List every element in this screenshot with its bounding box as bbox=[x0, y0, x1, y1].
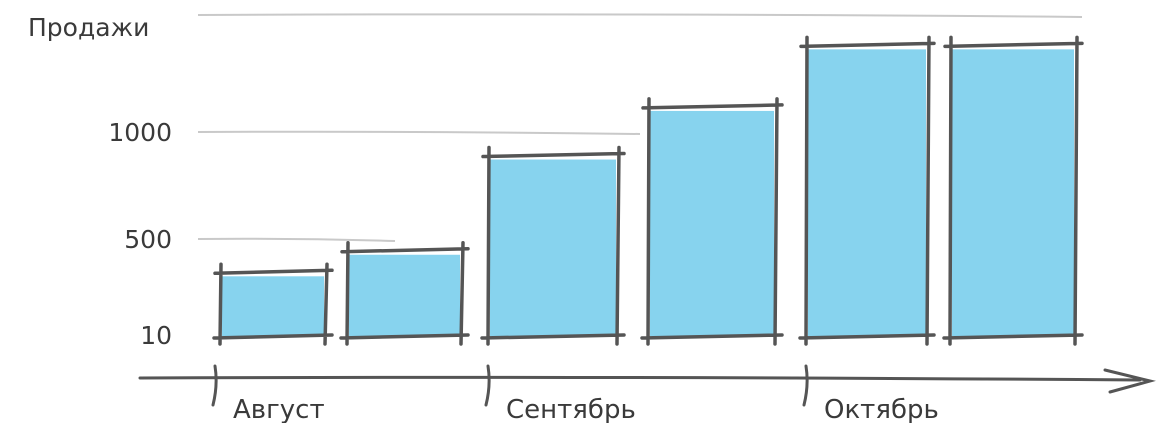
x-axis-arrowhead bbox=[1103, 368, 1156, 394]
bar-fill bbox=[650, 110, 774, 336]
bar-fill bbox=[222, 276, 324, 336]
bar-fill bbox=[952, 49, 1074, 337]
x-axis bbox=[138, 368, 1156, 394]
gridline bbox=[197, 237, 396, 242]
y-tick-label: 1000 bbox=[108, 118, 172, 147]
bar-outline bbox=[942, 35, 1084, 346]
y-tick-label: 10 bbox=[140, 321, 172, 350]
bar bbox=[480, 145, 626, 346]
x-category-labels: Август Сентябрь Октябрь bbox=[211, 364, 939, 423]
x-axis-tick bbox=[484, 364, 491, 407]
bar-outline bbox=[480, 145, 626, 346]
bar-outline bbox=[339, 241, 470, 346]
gridline bbox=[197, 130, 641, 135]
bar-outline bbox=[212, 262, 334, 346]
y-tick-labels: 10 500 1000 bbox=[108, 118, 172, 350]
bar bbox=[212, 262, 334, 346]
x-category-label: Сентябрь bbox=[506, 395, 636, 423]
x-category-label: Октябрь bbox=[824, 395, 939, 423]
y-tick-label: 500 bbox=[124, 225, 172, 254]
x-axis-line bbox=[138, 375, 1142, 382]
bars bbox=[212, 35, 1084, 346]
x-axis-tick bbox=[802, 364, 809, 407]
bar-outline bbox=[798, 35, 936, 346]
bar bbox=[640, 97, 784, 346]
bar bbox=[798, 35, 936, 346]
bar bbox=[339, 241, 470, 346]
bar-fill bbox=[349, 254, 460, 336]
bar-fill bbox=[808, 49, 926, 337]
gridline bbox=[197, 13, 1083, 18]
bar bbox=[942, 35, 1084, 346]
bar-fill bbox=[490, 159, 616, 336]
bar-outline bbox=[640, 97, 784, 346]
x-category-label: Август bbox=[233, 395, 325, 423]
x-axis-tick bbox=[211, 364, 218, 407]
gridlines bbox=[197, 13, 1083, 242]
y-axis-label: Продажи bbox=[28, 13, 149, 42]
